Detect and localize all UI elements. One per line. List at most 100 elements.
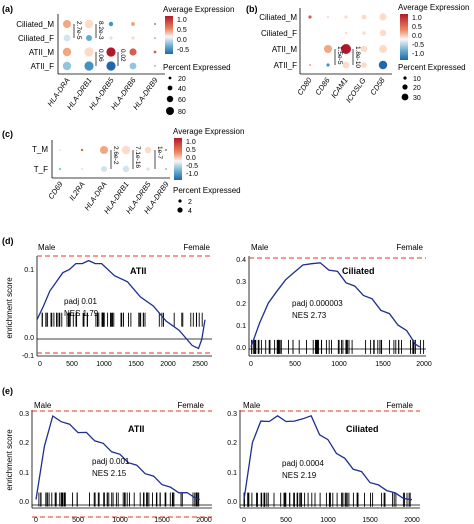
hit-ticks (41, 312, 203, 327)
expression-dot (154, 23, 156, 25)
expression-dot (344, 15, 348, 19)
scale-tick: -1.0 (412, 51, 424, 58)
row-label: Ciliated_M (259, 13, 297, 22)
y-tick: 0.2 (236, 301, 246, 308)
expression-dot (379, 29, 387, 37)
expression-dot (108, 21, 114, 27)
expression-dot (165, 168, 167, 170)
legend-title: Average Expression (163, 5, 234, 14)
scale-tick: 0.0 (186, 155, 196, 162)
size-key-dot (168, 76, 172, 80)
scale-tick: 1.0 (412, 15, 422, 22)
expression-dot (122, 165, 130, 173)
y-tick: 0.1 (236, 323, 246, 330)
panel-d: (d) enrichment score Male Female ATII pa… (2, 236, 432, 368)
size-key-label: 30 (413, 95, 421, 102)
female-label: Female (183, 243, 210, 252)
size-key-dot (166, 95, 174, 103)
expression-dot (154, 65, 156, 67)
expression-dot (63, 34, 71, 42)
y-axis-label: enrichment score (5, 429, 14, 491)
panel-label: (a) (2, 4, 13, 14)
x-tick: 0 (242, 517, 246, 524)
gene-label: CD69 (46, 179, 65, 201)
p-value: 1e-7 (156, 146, 163, 159)
x-tick: 1500 (154, 517, 170, 524)
panel-label: (e) (2, 386, 13, 396)
plot-title: Ciliated (346, 424, 379, 434)
expression-dot (379, 13, 387, 21)
y-tick: 0.3 (236, 279, 246, 286)
expression-dot (80, 148, 84, 152)
gsea-plot-e-atii: Male Female ATII padj 0.001 NES 2.15 0.3… (19, 401, 212, 524)
color-scale-bar (174, 138, 182, 180)
padj-label: padj 0.000003 (292, 299, 343, 308)
row-label: ATII_M (272, 45, 298, 54)
expression-dot (58, 167, 62, 171)
expression-dot (86, 35, 92, 41)
size-key-label: 20 (178, 76, 186, 83)
color-scale-bar (165, 16, 173, 54)
row-label: ATII_M (29, 48, 55, 57)
expression-dot (62, 47, 72, 57)
scale-tick: 0.0 (177, 37, 187, 44)
male-label: Male (251, 243, 269, 252)
nes-label: NES 2.73 (292, 311, 327, 320)
scale-tick: 0.0 (412, 33, 422, 40)
padj-label: padj 0.001 (92, 457, 130, 466)
x-tick: 1500 (375, 361, 391, 368)
y-tick: 0.0 (19, 499, 29, 506)
expression-dot (361, 62, 367, 68)
expression-dot (154, 37, 156, 39)
x-tick: 2000 (404, 517, 420, 524)
legend-title: Percent Expressed (173, 186, 241, 195)
expression-dot (101, 166, 107, 172)
p-value: 2.6e-2 (112, 146, 119, 165)
size-key-label: 2 (188, 199, 192, 206)
row-label: T_M (32, 145, 48, 154)
x-tick: 1000 (96, 361, 112, 368)
y-tick: 0.4 (236, 257, 246, 264)
gene-label: IL2RA (67, 180, 86, 202)
size-key-label: 10 (413, 76, 421, 83)
p-value: 1.5e-5 (336, 46, 343, 65)
expression-dot (146, 167, 150, 171)
expression-dot (379, 45, 387, 53)
x-tick: 0 (249, 361, 253, 368)
expression-dot (62, 61, 72, 71)
panel-label: (c) (2, 129, 13, 139)
padj-label: padj 0.0004 (282, 459, 324, 468)
panel-b: (b) Ciliated_M Ciliated_F ATII_M ATII_F … (246, 3, 469, 104)
x-tick: 1000 (112, 517, 128, 524)
scale-tick: 0.5 (177, 27, 187, 34)
y-axis-label: enrichment score (5, 277, 14, 339)
x-tick: 2000 (196, 517, 212, 524)
x-tick: 500 (72, 517, 84, 524)
nes-label: NES 1.79 (64, 309, 99, 318)
expression-dot (360, 45, 368, 53)
expression-dot (309, 64, 311, 66)
expression-dot (121, 145, 131, 155)
x-tick: 0 (34, 517, 38, 524)
p-value: 1.8e-10 (354, 46, 361, 68)
enrichment-curve (250, 262, 421, 348)
expression-dot (362, 31, 366, 35)
p-value: 7.1e-16 (134, 146, 141, 168)
expression-dot (326, 15, 330, 19)
expression-dot (344, 31, 348, 35)
scale-tick: -0.5 (186, 163, 198, 170)
x-tick: 2000 (416, 361, 432, 368)
enrichment-curve (35, 414, 200, 501)
panel-a: (a) Ciliated_M Ciliated_F ATII_M ATII_F … (2, 4, 234, 116)
scale-tick: -0.5 (412, 42, 424, 49)
expression-dot (153, 50, 157, 54)
expression-dot (129, 62, 137, 70)
plot-title: ATII (128, 424, 144, 434)
row-label: T_F (34, 165, 48, 174)
nes-label: NES 2.19 (282, 471, 317, 480)
x-tick: 500 (280, 517, 292, 524)
size-key-label: 60 (178, 97, 186, 104)
size-key-label: 80 (178, 109, 186, 116)
y-tick: 0.3 (227, 411, 237, 418)
x-tick: 1500 (362, 517, 378, 524)
